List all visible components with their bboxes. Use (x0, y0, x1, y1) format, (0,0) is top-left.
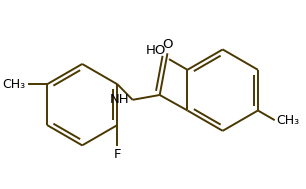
Text: NH: NH (110, 93, 130, 106)
Text: CH₃: CH₃ (277, 114, 300, 127)
Text: O: O (162, 38, 173, 51)
Text: CH₃: CH₃ (2, 78, 26, 91)
Text: HO: HO (146, 44, 166, 57)
Text: F: F (114, 148, 121, 161)
